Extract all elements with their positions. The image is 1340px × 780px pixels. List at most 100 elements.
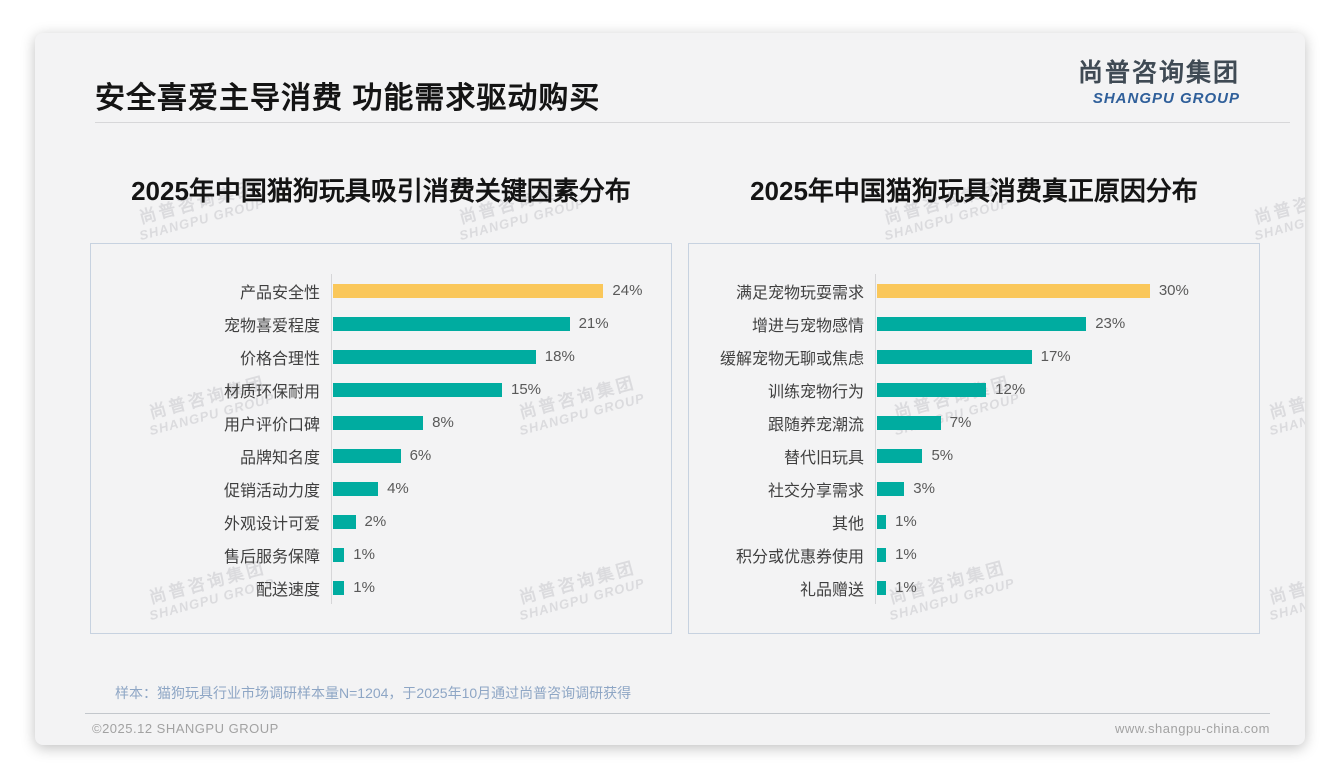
bar <box>877 349 1032 364</box>
left-chart-panel: 产品安全性 24% 宠物喜爱程度 21% 价格合理性 18% 材质环保耐用 15% 用户评价口碑… <box>90 243 672 634</box>
bar-area: 1% <box>875 538 1259 571</box>
bar <box>877 547 887 562</box>
category-label: 训练宠物行为 <box>767 383 864 401</box>
value-label: 30% <box>1158 282 1189 299</box>
bar-area: 5% <box>875 439 1259 472</box>
category-label: 产品安全性 <box>239 284 320 302</box>
chart-row: 其他 1% <box>689 505 1259 538</box>
bar-area: 1% <box>331 538 671 571</box>
category-label: 社交分享需求 <box>767 482 864 500</box>
value-label: 5% <box>931 447 954 464</box>
category-label: 积分或优惠券使用 <box>735 548 864 566</box>
bar-area: 17% <box>875 340 1259 373</box>
chart-row: 售后服务保障 1% <box>91 538 671 571</box>
footer: ©2025.12 SHANGPU GROUP www.shangpu-china… <box>92 721 1270 736</box>
bar-area: 2% <box>331 505 671 538</box>
copyright-text: ©2025.12 SHANGPU GROUP <box>92 721 279 736</box>
chart-row: 替代旧玩具 5% <box>689 439 1259 472</box>
bar-area: 4% <box>331 472 671 505</box>
bar <box>333 316 570 331</box>
category-label: 缓解宠物无聊或焦虑 <box>719 350 864 368</box>
bar <box>877 283 1150 298</box>
chart-row: 积分或优惠券使用 1% <box>689 538 1259 571</box>
value-label: 17% <box>1040 348 1071 365</box>
value-label: 23% <box>1095 315 1126 332</box>
bar-area: 18% <box>331 340 671 373</box>
bar <box>877 382 987 397</box>
slide-card: 尚普咨询集团 SHANGPU GROUP 尚普咨询集团 SHANGPU GROUP 尚普… <box>35 33 1305 745</box>
bar <box>333 382 502 397</box>
value-label: 1% <box>895 513 917 530</box>
bar-area: 1% <box>331 571 671 604</box>
chart-row: 满足宠物玩耍需求 30% <box>689 274 1259 307</box>
category-label: 增进与宠物感情 <box>751 317 864 335</box>
value-label: 3% <box>913 480 935 497</box>
chart-row: 用户评价口碑 8% <box>91 406 671 439</box>
chart-row: 缓解宠物无聊或焦虑 17% <box>689 340 1259 373</box>
value-label: 1% <box>353 579 375 596</box>
bar-area: 12% <box>875 373 1259 406</box>
right-chart-title: 2025年中国猫狗玩具消费真正原因分布 <box>750 176 1198 206</box>
category-label: 售后服务保障 <box>223 548 320 566</box>
bar <box>333 514 356 529</box>
category-label: 用户评价口碑 <box>223 416 320 434</box>
website-url: www.shangpu-china.com <box>1114 721 1270 736</box>
bar <box>877 580 887 595</box>
title-divider <box>95 122 1290 123</box>
bar-area: 8% <box>331 406 671 439</box>
bar-area: 1% <box>875 505 1259 538</box>
chart-row: 宠物喜爱程度 21% <box>91 307 671 340</box>
chart-row: 品牌知名度 6% <box>91 439 671 472</box>
sample-note: 样本：猫狗玩具行业市场调研样本量N=1204，于2025年10月通过尚普咨询调研… <box>115 685 632 701</box>
bar <box>333 349 536 364</box>
bar-area: 3% <box>875 472 1259 505</box>
bar <box>333 481 379 496</box>
chart-row: 产品安全性 24% <box>91 274 671 307</box>
bar-area: 7% <box>875 406 1259 439</box>
chart-row: 社交分享需求 3% <box>689 472 1259 505</box>
category-label: 配送速度 <box>255 581 320 599</box>
right-chart-panel: 满足宠物玩耍需求 30% 增进与宠物感情 23% 缓解宠物无聊或焦虑 17% 训练宠物行为 1… <box>688 243 1260 634</box>
bar <box>877 481 905 496</box>
value-label: 1% <box>895 546 917 563</box>
chart-row: 促销活动力度 4% <box>91 472 671 505</box>
left-chart-title: 2025年中国猫狗玩具吸引消费关键因素分布 <box>131 176 631 206</box>
chart-row: 礼品赠送 1% <box>689 571 1259 604</box>
bar-area: 23% <box>875 307 1259 340</box>
value-label: 6% <box>409 447 432 464</box>
category-label: 促销活动力度 <box>223 482 320 500</box>
bar <box>877 316 1087 331</box>
chart-row: 价格合理性 18% <box>91 340 671 373</box>
value-label: 12% <box>995 381 1026 398</box>
chart-row: 配送速度 1% <box>91 571 671 604</box>
value-label: 8% <box>432 414 454 431</box>
category-label: 其他 <box>831 515 864 533</box>
category-label: 满足宠物玩耍需求 <box>735 284 864 302</box>
value-label: 4% <box>387 480 409 497</box>
value-label: 18% <box>544 348 575 365</box>
category-label: 宠物喜爱程度 <box>223 317 320 335</box>
category-label: 价格合理性 <box>239 350 320 368</box>
value-label: 21% <box>578 315 609 332</box>
category-label: 替代旧玩具 <box>783 449 864 467</box>
category-label: 外观设计可爱 <box>223 515 320 533</box>
bar-area: 6% <box>331 439 671 472</box>
bar <box>333 448 401 463</box>
bar <box>333 283 604 298</box>
company-logo: 尚普咨询集团 SHANGPU GROUP <box>1078 53 1240 107</box>
bar <box>877 514 887 529</box>
value-label: 24% <box>612 282 643 299</box>
chart-row: 跟随养宠潮流 7% <box>689 406 1259 439</box>
category-label: 材质环保耐用 <box>223 383 320 401</box>
bar <box>333 580 345 595</box>
category-label: 跟随养宠潮流 <box>767 416 864 434</box>
category-label: 礼品赠送 <box>799 581 864 599</box>
value-label: 15% <box>511 381 542 398</box>
chart-row: 训练宠物行为 12% <box>689 373 1259 406</box>
chart-row: 外观设计可爱 2% <box>91 505 671 538</box>
bar-area: 21% <box>331 307 671 340</box>
bar <box>333 547 345 562</box>
footer-divider <box>85 713 1270 714</box>
